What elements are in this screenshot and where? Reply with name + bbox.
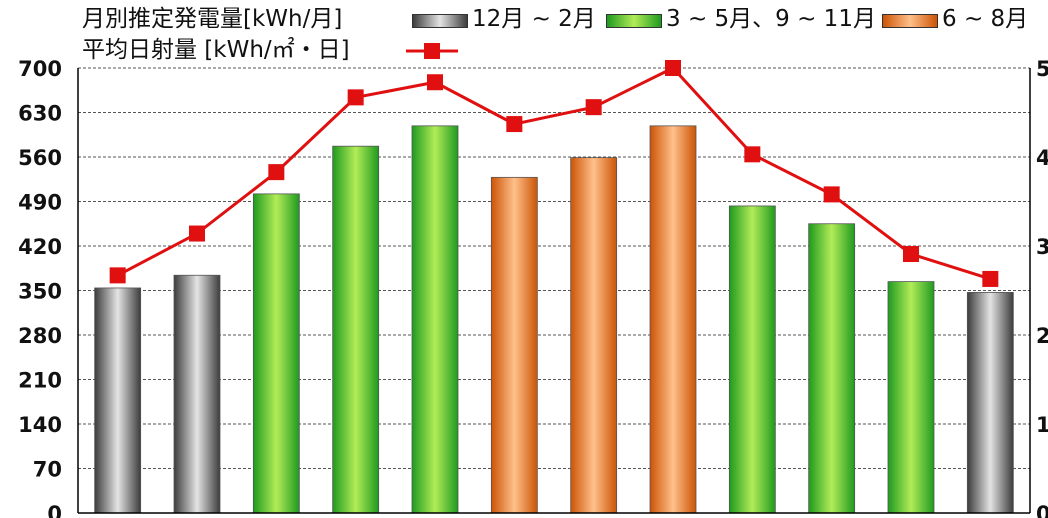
axes [77, 68, 1031, 514]
right-tick-label: 5 [1036, 57, 1048, 81]
left-tick-label: 700 [18, 57, 62, 81]
bar [332, 145, 380, 514]
legend-label-winter: 12月 ~ 2月 [472, 6, 596, 32]
left-tick-label: 560 [18, 146, 62, 170]
line-point [903, 246, 919, 263]
legend-label-summer: 6 ~ 8月 [942, 6, 1029, 32]
line-point [665, 60, 681, 76]
bar [808, 223, 856, 514]
legend-line-title: 平均日射量 [kWh/㎡・日] [82, 37, 350, 63]
bar [411, 125, 459, 514]
left-tick-label: 490 [18, 191, 62, 215]
left-tick-label: 70 [33, 458, 62, 482]
bar [966, 292, 1014, 514]
bar [173, 274, 221, 514]
bar [649, 125, 697, 514]
right-tick-label: 0 [1036, 502, 1048, 518]
legend-swatch-winter [412, 14, 468, 28]
legend-swatch-summer [882, 14, 938, 28]
bar [728, 205, 776, 514]
right-tick-label: 2 [1036, 324, 1048, 348]
tick-labels: 0 70 140 210 280 350 420 490 560 630 700 0 1 2 3 4 5 [18, 57, 1048, 518]
line-point [109, 267, 126, 284]
line-point [585, 99, 602, 116]
line-point [189, 225, 205, 242]
line-point [982, 270, 999, 287]
bar [94, 287, 142, 514]
bar [887, 281, 935, 514]
left-tick-label: 0 [47, 502, 62, 518]
line-series [109, 60, 999, 287]
left-tick-label: 280 [18, 324, 62, 348]
bar [252, 193, 300, 514]
bar [490, 176, 538, 514]
bar-series [94, 125, 1014, 514]
gridlines [78, 67, 1030, 469]
right-tick-label: 4 [1036, 146, 1048, 170]
line-point [268, 164, 285, 181]
legend-line-marker [406, 43, 458, 59]
left-tick-label: 140 [18, 413, 62, 437]
line-point [347, 89, 364, 106]
left-tick-label: 210 [18, 369, 62, 393]
legend-bar-title: 月別推定発電量[kWh/月] [82, 6, 343, 32]
bar [570, 157, 618, 514]
line-point [823, 186, 840, 203]
legend-swatch-spring-autumn [606, 14, 662, 28]
line-path [116, 66, 991, 281]
left-tick-label: 420 [18, 235, 62, 259]
left-tick-label: 350 [18, 280, 62, 304]
line-point [744, 146, 761, 163]
left-tick-label: 630 [18, 102, 62, 126]
legend-label-spring-autumn: 3 ~ 5月、9 ~ 11月 [666, 6, 876, 32]
line-point [506, 116, 523, 133]
line-point [427, 74, 443, 91]
right-tick-label: 1 [1036, 413, 1048, 437]
right-tick-label: 3 [1036, 235, 1048, 259]
